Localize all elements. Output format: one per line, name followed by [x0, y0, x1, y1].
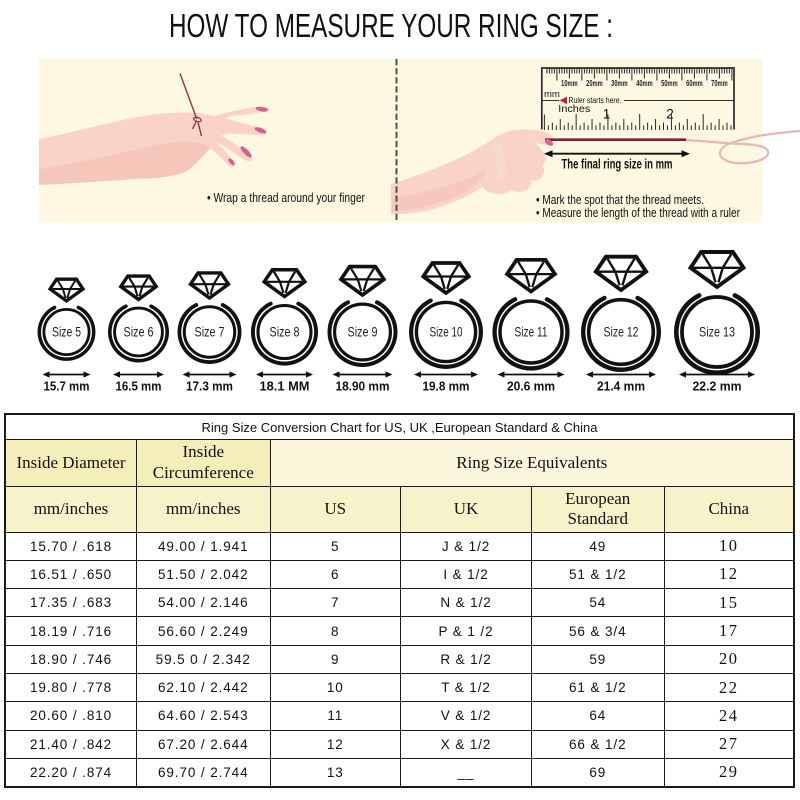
svg-text:18.90 mm: 18.90 mm	[336, 380, 390, 394]
svg-text:Size 5: Size 5	[52, 325, 81, 340]
svg-text:Inches: Inches	[558, 103, 590, 115]
svg-text:Size 6: Size 6	[124, 325, 154, 340]
svg-text:Size 11: Size 11	[515, 325, 548, 340]
svg-text:Size 12: Size 12	[604, 325, 639, 340]
svg-text:• Mark the spot that the threa: • Mark the spot that the thread meets.	[536, 192, 704, 207]
svg-text:70mm: 70mm	[711, 78, 728, 88]
svg-text:50mm: 50mm	[661, 78, 678, 88]
svg-text:20.6 mm: 20.6 mm	[507, 380, 555, 394]
svg-text:20mm: 20mm	[586, 78, 603, 88]
svg-text:2: 2	[666, 107, 674, 122]
svg-text:10mm: 10mm	[561, 78, 578, 88]
svg-text:30mm: 30mm	[611, 78, 628, 88]
svg-text:Ruler starts here.: Ruler starts here.	[569, 96, 622, 105]
svg-text:Size 7: Size 7	[195, 325, 225, 340]
svg-text:The final ring size in mm: The final ring size in mm	[562, 157, 673, 172]
svg-text:• Wrap a thread around your fi: • Wrap a thread around your finger	[207, 190, 366, 205]
svg-text:40mm: 40mm	[636, 78, 653, 88]
svg-text:mm: mm	[544, 89, 560, 100]
svg-text:Size 9: Size 9	[348, 325, 378, 340]
svg-text:15.7 mm: 15.7 mm	[44, 380, 90, 394]
svg-text:Size 10: Size 10	[430, 325, 463, 340]
svg-text:16.5 mm: 16.5 mm	[116, 380, 162, 394]
svg-text:22.2 mm: 22.2 mm	[693, 380, 742, 394]
svg-text:18.1 MM: 18.1 MM	[260, 380, 310, 394]
svg-text:Size 8: Size 8	[270, 325, 300, 340]
svg-text:60mm: 60mm	[686, 78, 703, 88]
svg-text:19.8 mm: 19.8 mm	[423, 380, 470, 394]
svg-text:17.3 mm: 17.3 mm	[186, 380, 233, 394]
svg-text:1: 1	[603, 107, 611, 122]
svg-text:Size 13: Size 13	[699, 325, 735, 340]
svg-text:21.4 mm: 21.4 mm	[597, 380, 645, 394]
svg-text:• Measure the length of the th: • Measure the length of the thread with …	[536, 205, 741, 220]
svg-text:HOW TO MEASURE YOUR RING SIZE: HOW TO MEASURE YOUR RING SIZE :	[169, 7, 613, 44]
